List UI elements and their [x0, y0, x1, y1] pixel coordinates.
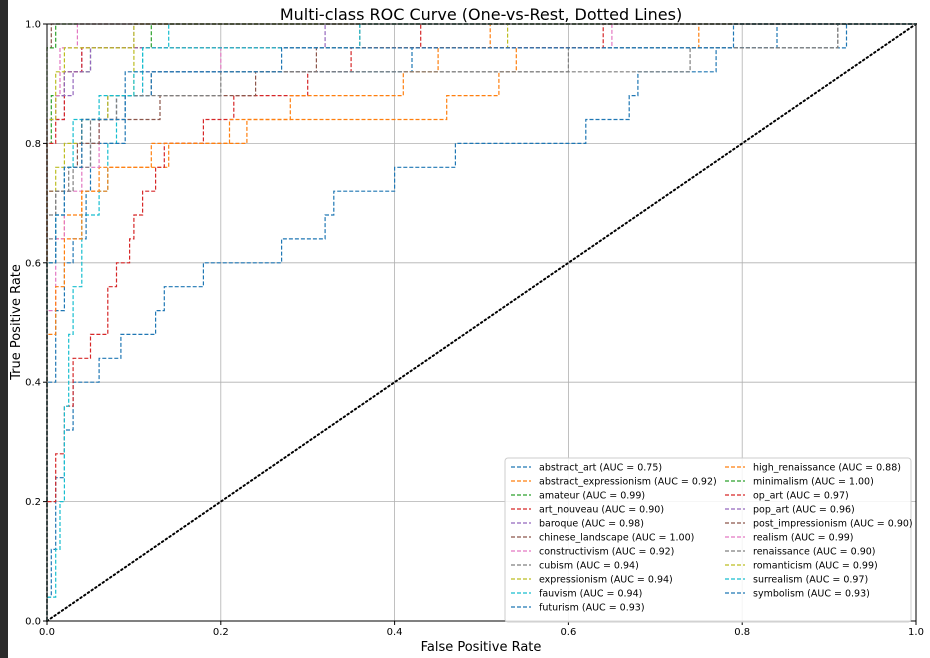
x-axis-label: False Positive Rate	[421, 640, 542, 655]
y-tick-label: 0.0	[25, 617, 41, 628]
legend-label: abstract_expressionism (AUC = 0.92)	[539, 477, 717, 488]
legend-label: futurism (AUC = 0.93)	[539, 603, 645, 614]
y-tick-label: 1.0	[25, 20, 41, 31]
legend-label: renaissance (AUC = 0.90)	[753, 547, 876, 558]
legend-label: cubism (AUC = 0.94)	[539, 561, 639, 572]
legend-box	[504, 457, 912, 623]
legend-label: romanticism (AUC = 0.99)	[753, 561, 878, 572]
legend-label: fauvism (AUC = 0.94)	[539, 589, 642, 600]
y-tick-label: 0.4	[25, 378, 41, 389]
roc-line-3	[46, 23, 916, 621]
y-tick-label: 0.8	[25, 139, 41, 150]
roc-line-11	[46, 23, 916, 621]
legend-label: symbolism (AUC = 0.93)	[753, 589, 870, 600]
legend-label: high_renaissance (AUC = 0.88)	[753, 463, 901, 474]
x-tick-label: 0.2	[213, 627, 229, 638]
x-tick-label: 0.0	[39, 627, 55, 638]
legend-label: abstract_art (AUC = 0.75)	[539, 463, 662, 474]
y-axis-label: True Positive Rate	[9, 264, 24, 381]
ticks: 0.0 0.2 0.4 0.6 0.8 1.0 0.0 0.2 0.4 0.6 0.8 1.0	[25, 20, 924, 639]
legend-label: minimalism (AUC = 1.00)	[753, 477, 874, 488]
diagonal-line	[46, 23, 917, 622]
legend-label: realism (AUC = 0.99)	[753, 533, 854, 544]
legend-label: amateur (AUC = 0.99)	[539, 491, 645, 502]
legend-label: art_nouveau (AUC = 0.90)	[539, 505, 664, 516]
legend-label: pop_art (AUC = 0.96)	[753, 505, 855, 516]
legend: abstract_art (AUC = 0.75) abstract_expres…	[504, 457, 913, 623]
chart-title: Multi-class ROC Curve (One-vs-Rest, Dott…	[280, 5, 682, 24]
legend-label: expressionism (AUC = 0.94)	[539, 575, 673, 586]
x-tick-label: 1.0	[908, 627, 924, 638]
y-tick-label: 0.6	[25, 258, 41, 269]
x-tick-label: 0.6	[560, 627, 576, 638]
x-tick-label: 0.8	[734, 627, 750, 638]
roc-line-10	[46, 23, 916, 621]
y-tick-label: 0.2	[25, 497, 41, 508]
x-tick-label: 0.4	[387, 627, 403, 638]
legend-label: chinese_landscape (AUC = 1.00)	[539, 533, 694, 544]
window-edge	[0, 0, 8, 658]
legend-label: constructivism (AUC = 0.92)	[539, 547, 674, 558]
legend-label: baroque (AUC = 0.98)	[539, 519, 644, 530]
roc-line-18	[46, 23, 916, 621]
legend-label: op_art (AUC = 0.97)	[753, 491, 849, 502]
roc-line-20	[46, 23, 916, 621]
legend-label: surrealism (AUC = 0.97)	[753, 575, 868, 586]
legend-label: post_impressionism (AUC = 0.90)	[753, 519, 913, 530]
diagonal-reference	[46, 23, 917, 622]
axes-frame	[46, 23, 917, 622]
